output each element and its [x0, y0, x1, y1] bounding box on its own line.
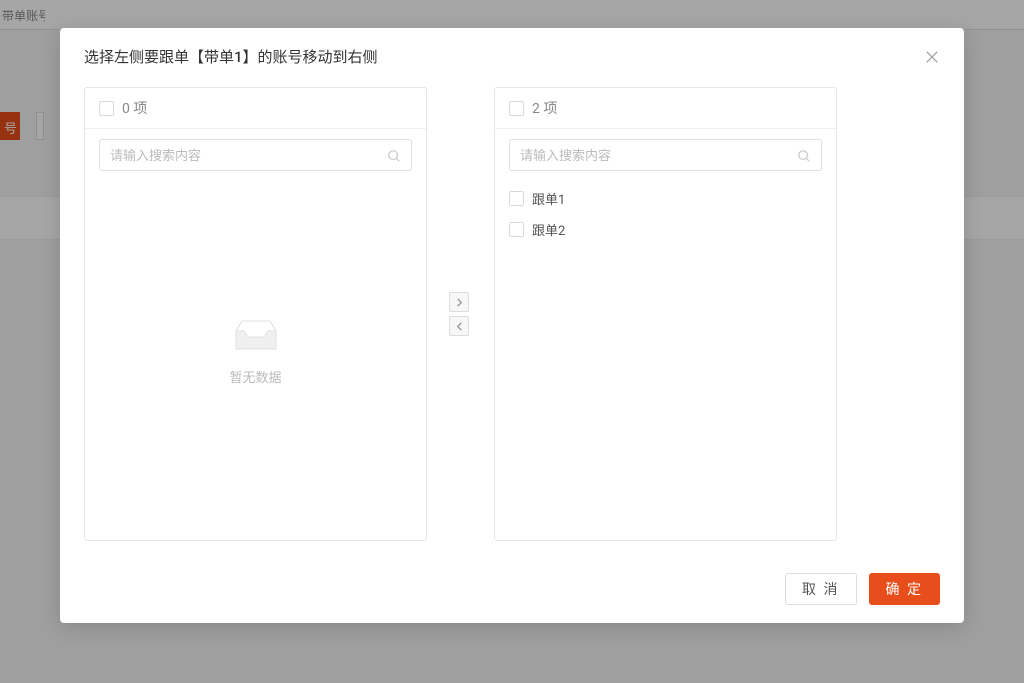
empty-state: 暂无数据 — [85, 177, 426, 386]
close-icon[interactable] — [924, 49, 940, 65]
right-search-wrap — [495, 129, 836, 177]
cancel-button[interactable]: 取 消 — [785, 573, 856, 605]
modal-footer: 取 消 确 定 — [60, 561, 964, 623]
modal-title: 选择左侧要跟单【带单1】的账号移动到右侧 — [84, 46, 378, 67]
left-count-label: 0 项 — [122, 98, 147, 118]
transfer-modal: 选择左侧要跟单【带单1】的账号移动到右侧 0 项 — [60, 28, 964, 623]
item-checkbox[interactable] — [509, 222, 524, 237]
item-label: 跟单2 — [532, 220, 565, 239]
left-panel-header: 0 项 — [85, 88, 426, 129]
right-count-label: 2 项 — [532, 98, 557, 118]
right-panel-content: 跟单1 跟单2 — [495, 177, 836, 540]
left-select-all-checkbox[interactable] — [99, 101, 114, 116]
modal-mask: 选择左侧要跟单【带单1】的账号移动到右侧 0 项 — [0, 0, 1024, 683]
item-label: 跟单1 — [532, 189, 565, 208]
left-panel-content: 暂无数据 — [85, 177, 426, 540]
right-search-box — [509, 139, 822, 171]
search-icon — [797, 148, 811, 162]
move-left-button[interactable] — [449, 316, 469, 336]
search-icon — [387, 148, 401, 162]
right-item-list: 跟单1 跟单2 — [495, 177, 836, 251]
list-item[interactable]: 跟单1 — [495, 183, 836, 214]
right-panel-header: 2 项 — [495, 88, 836, 129]
right-search-input[interactable] — [520, 148, 797, 163]
empty-text: 暂无数据 — [229, 367, 281, 386]
right-select-all-checkbox[interactable] — [509, 101, 524, 116]
transfer-panel-left: 0 项 — [84, 87, 427, 541]
confirm-button[interactable]: 确 定 — [869, 573, 940, 605]
empty-icon — [232, 317, 280, 353]
transfer-ops — [437, 292, 481, 336]
left-search-box — [99, 139, 412, 171]
move-right-button[interactable] — [449, 292, 469, 312]
item-checkbox[interactable] — [509, 191, 524, 206]
transfer-panel-right: 2 项 — [494, 87, 837, 541]
left-search-wrap — [85, 129, 426, 177]
list-item[interactable]: 跟单2 — [495, 214, 836, 245]
modal-body: 0 项 — [60, 79, 964, 561]
left-search-input[interactable] — [110, 148, 387, 163]
modal-header: 选择左侧要跟单【带单1】的账号移动到右侧 — [60, 28, 964, 79]
